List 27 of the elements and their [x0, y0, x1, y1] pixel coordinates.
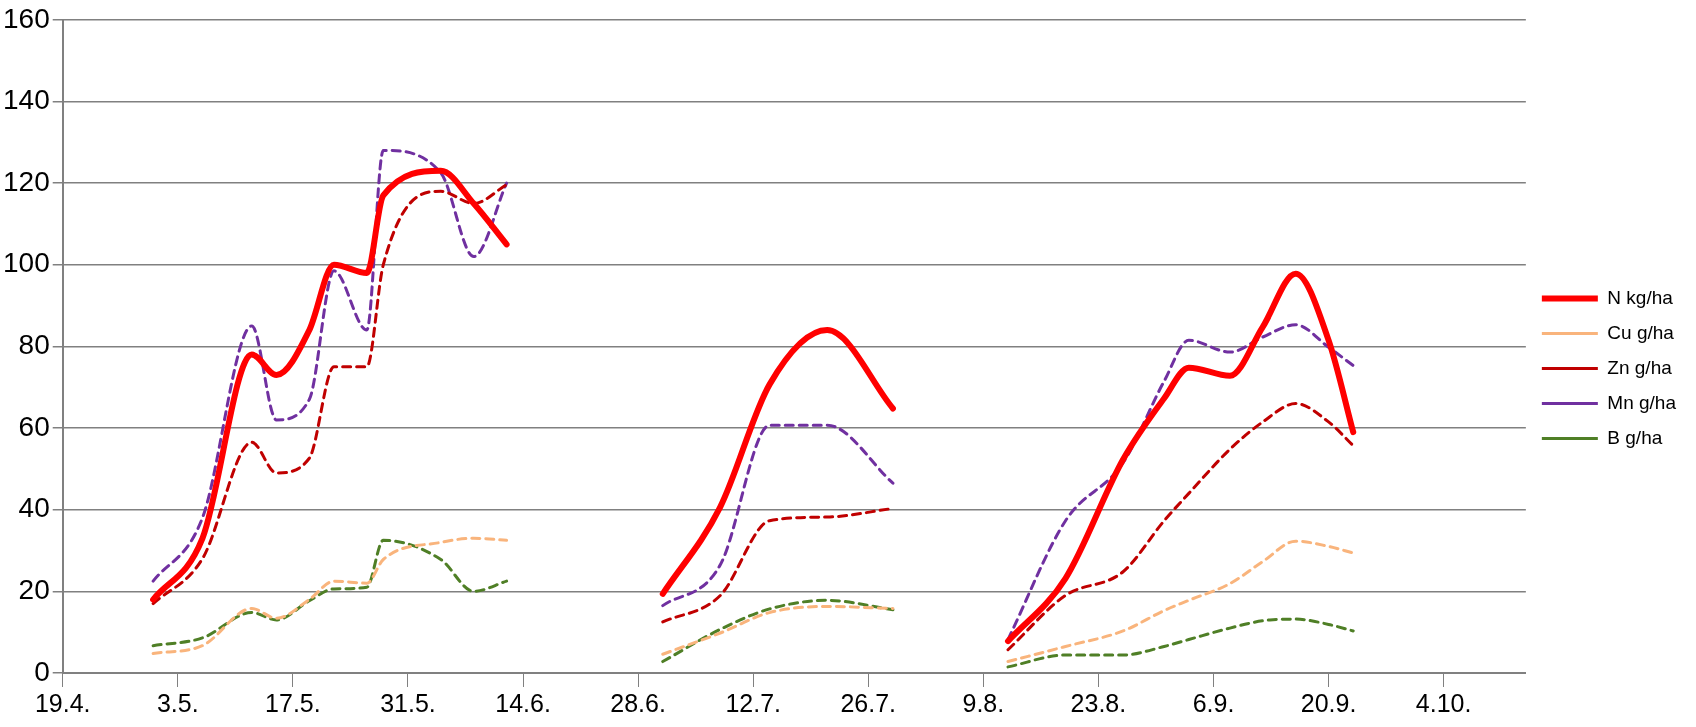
legend-label: Mn g/ha — [1607, 391, 1677, 413]
x-tick-label: 9.8. — [962, 688, 1005, 717]
y-tick-label: 100 — [3, 247, 50, 279]
x-tick-label: 3.5. — [156, 688, 199, 717]
x-tick-label: 31.5. — [380, 688, 436, 717]
x-tick-label: 6.9. — [1192, 688, 1235, 717]
y-tick-label: 40 — [18, 492, 50, 524]
legend-label: N kg/ha — [1607, 286, 1674, 308]
y-tick-label: 120 — [3, 165, 50, 197]
x-tick-label: 28.6. — [610, 688, 666, 717]
x-tick-label: 26.7. — [840, 688, 897, 717]
x-tick-label: 20.9. — [1300, 688, 1357, 717]
legend-label: Zn g/ha — [1607, 356, 1673, 378]
y-tick-label: 60 — [18, 410, 50, 442]
x-tick-label: 19.4. — [34, 688, 91, 717]
x-tick-label: 17.5. — [265, 688, 321, 717]
legend-label: B g/ha — [1607, 426, 1663, 448]
y-tick-label: 140 — [3, 84, 50, 116]
y-tick-label: 0 — [34, 655, 50, 687]
y-tick-label: 80 — [18, 329, 50, 361]
y-tick-label: 160 — [3, 2, 50, 34]
y-tick-label: 20 — [18, 574, 50, 606]
x-tick-label: 23.8. — [1070, 688, 1127, 717]
x-tick-label: 4.10. — [1415, 688, 1472, 717]
x-tick-label: 12.7. — [725, 688, 781, 717]
legend-label: Cu g/ha — [1607, 321, 1675, 343]
x-tick-label: 14.6. — [495, 688, 551, 717]
